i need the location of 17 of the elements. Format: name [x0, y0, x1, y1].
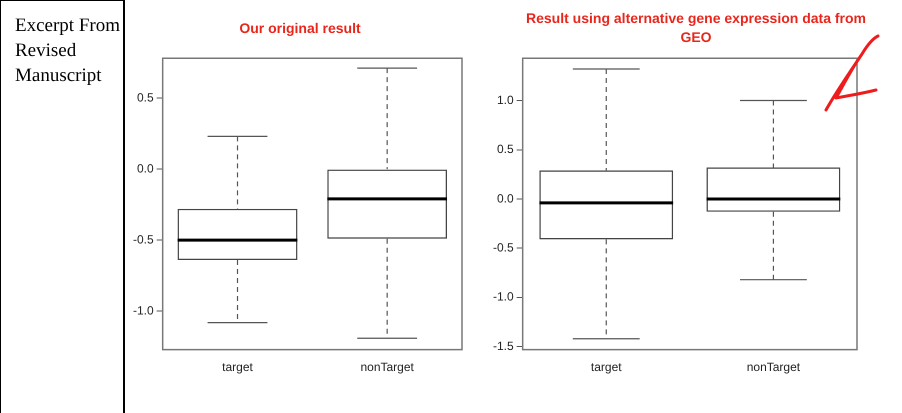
y-tick-label: -0.5 [492, 240, 514, 255]
text: Excerpt From Revised Manuscript [15, 14, 122, 88]
y-tick-label: 0.0 [496, 191, 514, 206]
y-tick-label: -1.5 [492, 338, 514, 353]
y-tick-label: -1.0 [132, 304, 154, 318]
y-tick-label: 0.0 [136, 161, 154, 176]
y-tick-label: 1.0 [496, 92, 514, 107]
x-tick-label: nonTarget [360, 360, 415, 374]
chart-title: Our original result [238, 18, 362, 38]
y-tick-label: 0.5 [136, 90, 154, 104]
x-tick-label: target [590, 360, 622, 374]
y-tick-label: -1.0 [492, 290, 514, 304]
chart-title: Result using alternative gene expression data from GEO [525, 9, 867, 47]
y-tick-label: -0.5 [132, 232, 154, 246]
x-tick-label: target [222, 360, 254, 374]
x-tick-label: nonTarget [746, 360, 801, 374]
y-tick-label: 0.5 [496, 142, 514, 156]
